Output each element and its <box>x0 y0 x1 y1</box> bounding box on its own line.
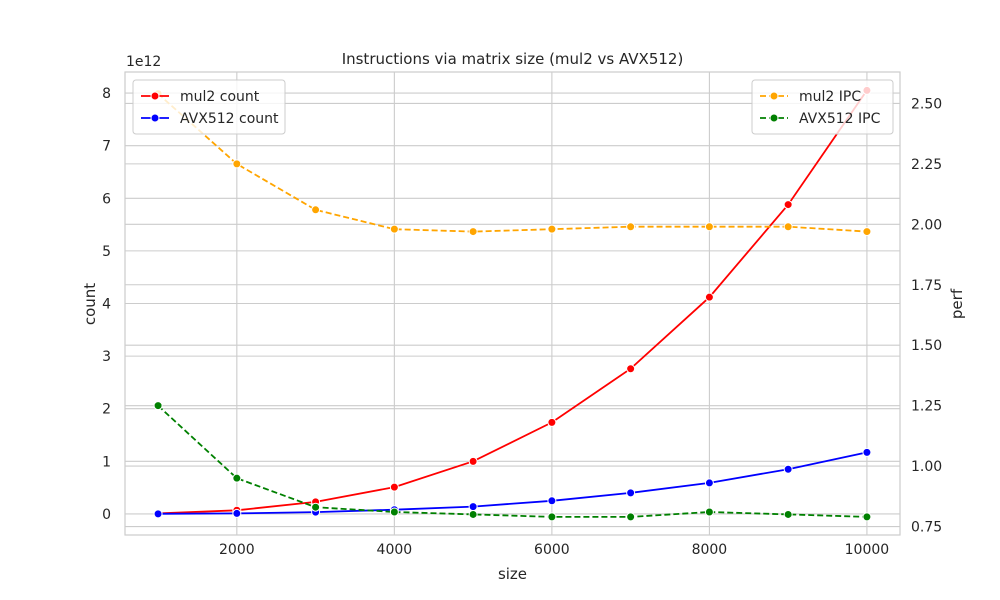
axes: 2000 4000 6000 8000 10000 0 1 2 3 4 5 6 7 8 0.75 1.00 1.… <box>102 71 942 558</box>
avx512-ipc-point <box>704 507 714 517</box>
avx512-ipc-line <box>157 405 867 518</box>
mul2-count-point <box>389 482 399 492</box>
avx512-count-legend-label: AVX512 count <box>180 111 279 127</box>
avx512-ipc-point <box>311 502 321 512</box>
series-group <box>153 85 872 522</box>
y-left-tick-label: 1 <box>102 454 111 470</box>
chart-title: Instructions via matrix size (mul2 vs AV… <box>342 50 684 68</box>
legends: mul2 count AVX512 count mul2 IPC AVX512 IPC <box>132 79 894 135</box>
avx512-count-point <box>468 502 478 512</box>
avx512-count-legend-marker <box>150 113 160 123</box>
y-axis-left-offset-label: 1e12 <box>126 54 161 70</box>
avx512-count-point <box>862 447 872 457</box>
x-tick-label: 4000 <box>377 542 413 558</box>
mul2-ipc-legend-label: mul2 IPC <box>799 89 861 105</box>
mul2-ipc-point <box>862 227 872 237</box>
avx512-ipc-point <box>547 512 557 522</box>
avx512-ipc-point <box>232 473 242 483</box>
plot-frame <box>124 71 901 536</box>
avx512-count-point <box>153 509 163 519</box>
mul2-count-point <box>626 364 636 374</box>
x-tick-label: 10000 <box>845 542 890 558</box>
y-left-tick-label: 2 <box>102 402 111 418</box>
avx512-ipc-point <box>389 507 399 517</box>
mul2-ipc-point <box>232 159 242 169</box>
y-right-tick-label: 2.25 <box>911 157 942 173</box>
mul2-ipc-point <box>389 224 399 234</box>
mul2-count-point <box>468 456 478 466</box>
avx512-count-point <box>704 478 714 488</box>
mul2-count-legend-label: mul2 count <box>180 89 260 105</box>
avx512-ipc-point <box>862 512 872 522</box>
y-axis-left-label: count <box>81 283 99 325</box>
mul2-ipc-point <box>626 222 636 232</box>
avx512-ipc-point <box>468 509 478 519</box>
avx512-ipc-legend-label: AVX512 IPC <box>799 111 881 127</box>
y-left-tick-label: 6 <box>102 191 111 207</box>
mul2-count-point <box>783 200 793 210</box>
y-left-tick-label: 0 <box>102 507 111 523</box>
avx512-ipc-point <box>783 509 793 519</box>
mul2-ipc-point <box>468 227 478 237</box>
mul2-count-point <box>704 292 714 302</box>
mul2-count-line <box>158 89 868 515</box>
y-right-tick-label: 0.75 <box>911 520 942 536</box>
x-axis-label: size <box>498 565 527 583</box>
y-left-tick-label: 4 <box>102 297 111 313</box>
avx512-ipc-point <box>626 512 636 522</box>
avx512-ipc-point <box>153 401 163 411</box>
mul2-ipc-line <box>157 93 867 233</box>
y-right-tick-label: 1.50 <box>911 338 942 354</box>
avx512-count-point <box>547 496 557 506</box>
mul2-ipc-legend-marker <box>769 91 779 101</box>
y-left-tick-label: 5 <box>102 244 111 260</box>
mul2-ipc-point <box>547 224 557 234</box>
y-axis-right-label: perf <box>948 288 966 319</box>
mul2-count-legend-marker <box>150 91 160 101</box>
y-left-tick-label: 3 <box>102 349 111 365</box>
legend-box <box>132 79 286 135</box>
y-right-tick-label: 1.00 <box>911 459 942 475</box>
x-tick-label: 6000 <box>534 542 570 558</box>
y-right-tick-label: 1.25 <box>911 399 942 415</box>
y-right-tick-label: 2.00 <box>911 217 942 233</box>
avx512-count-line <box>158 451 868 515</box>
x-tick-label: 2000 <box>219 542 255 558</box>
legend-box <box>751 79 894 135</box>
x-tick-label: 8000 <box>692 542 728 558</box>
avx512-count-point <box>626 488 636 498</box>
mul2-ipc-point <box>783 222 793 232</box>
mul2-ipc-point <box>311 205 321 215</box>
y-right-tick-label: 1.75 <box>911 278 942 294</box>
mul2-ipc-point <box>704 222 714 232</box>
mul2-count-point <box>547 417 557 427</box>
avx512-ipc-legend-marker <box>769 113 779 123</box>
y-left-tick-label: 7 <box>102 139 111 155</box>
grid <box>125 72 900 535</box>
y-right-tick-label: 2.50 <box>911 96 942 112</box>
avx512-count-point <box>783 464 793 474</box>
avx512-count-point <box>232 508 242 518</box>
y-left-tick-label: 8 <box>102 86 111 102</box>
